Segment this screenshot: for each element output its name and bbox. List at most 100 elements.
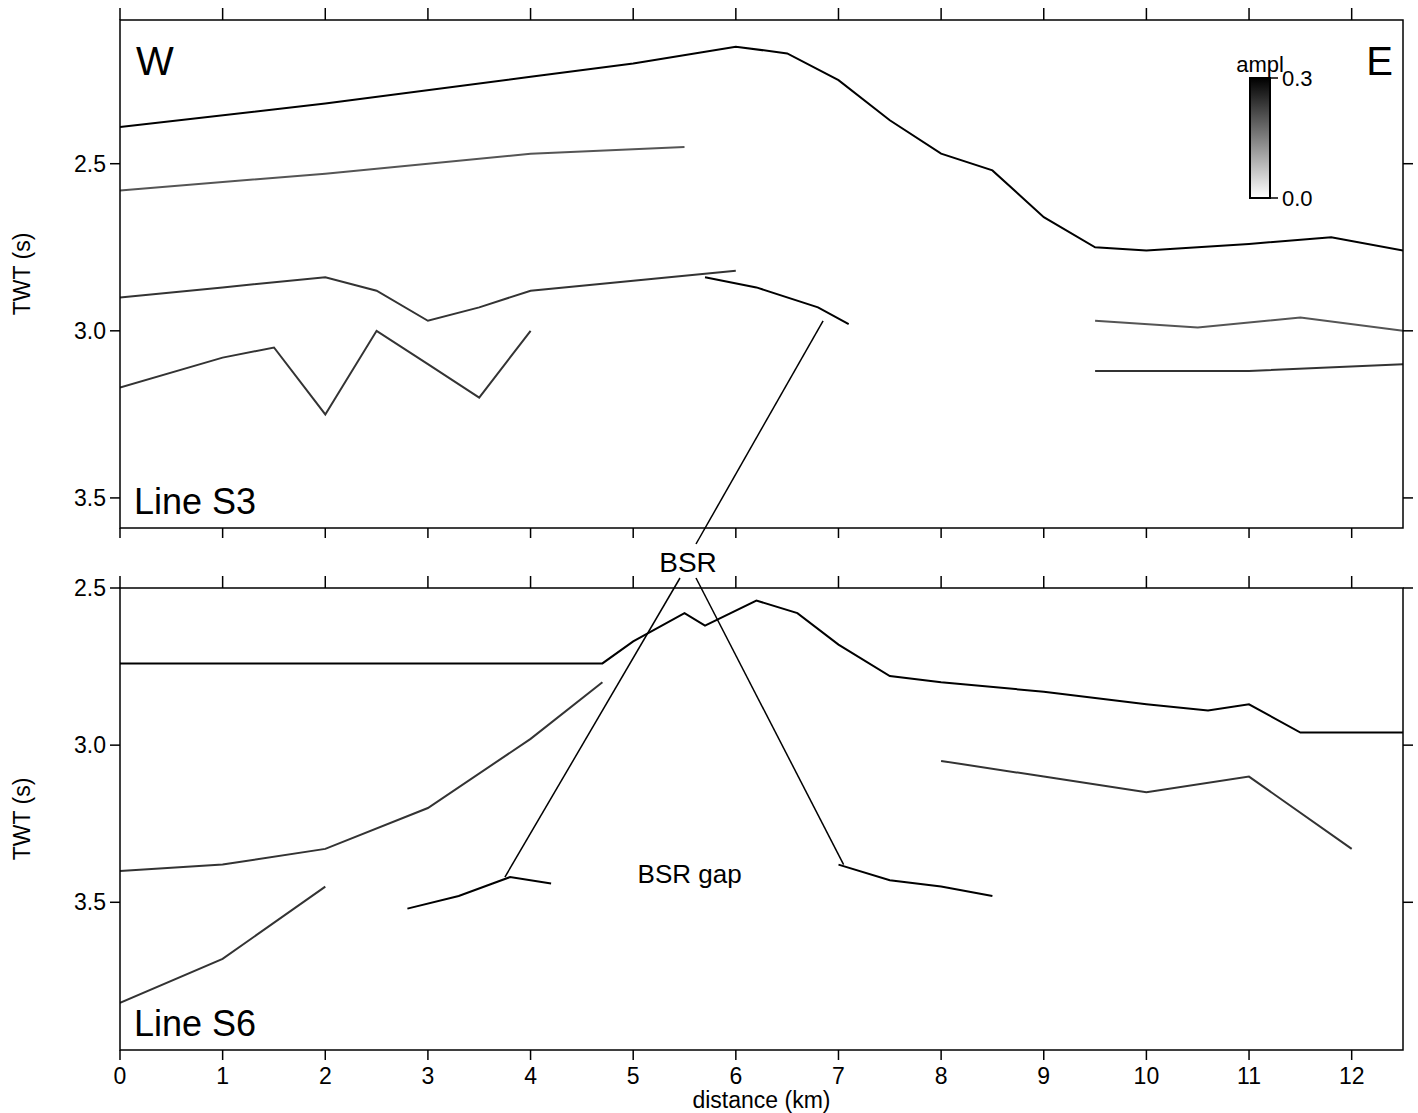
- reflector: [120, 271, 736, 321]
- reflector: [120, 601, 1403, 733]
- tick: [427, 576, 429, 588]
- tick: [325, 1050, 327, 1060]
- tick: [1248, 576, 1250, 588]
- tick: [1351, 528, 1353, 538]
- tick: [1270, 77, 1278, 79]
- reflector: [120, 682, 602, 871]
- tick-label: 2: [319, 1063, 332, 1089]
- reflector: [120, 47, 1403, 251]
- tick: [1146, 8, 1148, 20]
- reflector: [705, 277, 849, 324]
- panel-label: Line S6: [134, 1003, 256, 1044]
- panel-label: Line S3: [134, 481, 256, 522]
- tick: [222, 1050, 224, 1060]
- axis-title: TWT (s): [9, 233, 35, 316]
- tick: [1403, 902, 1413, 904]
- annotation: BSR gap: [638, 859, 742, 889]
- tick: [325, 528, 327, 538]
- tick: [530, 1050, 532, 1060]
- reflector: [120, 887, 325, 1003]
- tick: [1403, 497, 1413, 499]
- tick-label: 0: [114, 1063, 127, 1089]
- tick: [1146, 576, 1148, 588]
- tick: [427, 528, 429, 538]
- tick: [1248, 528, 1250, 538]
- reflector: [941, 761, 1352, 849]
- tick-label: 11: [1237, 1063, 1261, 1089]
- tick: [110, 497, 120, 499]
- tick: [1403, 587, 1413, 589]
- tick: [222, 8, 224, 20]
- tick: [1270, 197, 1278, 199]
- leader-line: [505, 578, 680, 877]
- tick: [735, 1050, 737, 1060]
- tick-label: 3.0: [74, 732, 106, 758]
- tick: [1043, 1050, 1045, 1060]
- panel: 2.5 3.0 3.5 TWT (s) Line S3 W Eampl 0.0 0.3: [9, 8, 1413, 538]
- tick: [530, 8, 532, 20]
- tick-label: 9: [1037, 1063, 1050, 1089]
- colorbar: [1250, 78, 1270, 198]
- tick: [1043, 576, 1045, 588]
- tick: [632, 1050, 634, 1060]
- reflector: [407, 877, 551, 909]
- tick: [838, 528, 840, 538]
- tick-label: 0.3: [1282, 66, 1313, 91]
- tick: [119, 576, 121, 588]
- figure: 2.53.03.5TWT (s)Line S3WEampl0.00.301234…: [0, 0, 1418, 1113]
- axis-title: TWT (s): [9, 778, 35, 861]
- axis-title: distance (km): [692, 1087, 830, 1113]
- tick-label: 10: [1134, 1063, 1160, 1089]
- colorbar-label: ampl: [1236, 52, 1284, 77]
- reflector: [120, 331, 531, 415]
- tick: [1351, 1050, 1353, 1060]
- tick-label: 1: [216, 1063, 229, 1089]
- tick-label: 3.5: [74, 889, 106, 915]
- frame: [120, 20, 1403, 528]
- tick: [222, 528, 224, 538]
- tick: [735, 528, 737, 538]
- tick: [325, 576, 327, 588]
- leader-line: [696, 578, 844, 865]
- direction: W: [136, 39, 174, 83]
- direction: E: [1366, 39, 1393, 83]
- tick: [940, 576, 942, 588]
- reflector: [1095, 317, 1403, 330]
- tick: [1351, 576, 1353, 588]
- reflector: [839, 865, 993, 896]
- tick: [632, 528, 634, 538]
- tick: [110, 163, 120, 165]
- tick: [530, 576, 532, 588]
- tick: [838, 576, 840, 588]
- tick-label: 0.0: [1282, 186, 1313, 211]
- tick: [110, 744, 120, 746]
- tick-label: 3.5: [74, 485, 106, 511]
- tick-label: 3: [422, 1063, 435, 1089]
- tick-label: 7: [832, 1063, 845, 1089]
- tick: [427, 8, 429, 20]
- tick: [1146, 528, 1148, 538]
- tick: [427, 1050, 429, 1060]
- tick: [1146, 1050, 1148, 1060]
- tick: [632, 8, 634, 20]
- tick: [940, 8, 942, 20]
- panel: 01234567891011122.53.03.5TWT (s)distance…: [9, 575, 1413, 1113]
- tick: [632, 576, 634, 588]
- tick-label: 3.0: [74, 318, 106, 344]
- tick-label: 2.5: [74, 151, 106, 177]
- tick: [1403, 744, 1413, 746]
- tick: [110, 587, 120, 589]
- data: [120, 601, 1403, 1003]
- tick: [1351, 8, 1353, 20]
- tick: [1403, 330, 1413, 332]
- tick-label: 12: [1339, 1063, 1365, 1089]
- tick: [1248, 1050, 1250, 1060]
- tick: [530, 528, 532, 538]
- tick: [1403, 163, 1413, 165]
- tick-label: 4: [524, 1063, 537, 1089]
- tick: [119, 1050, 121, 1060]
- tick: [119, 528, 121, 538]
- annotation: BSR: [659, 547, 717, 578]
- tick: [325, 8, 327, 20]
- tick-label: 6: [729, 1063, 742, 1089]
